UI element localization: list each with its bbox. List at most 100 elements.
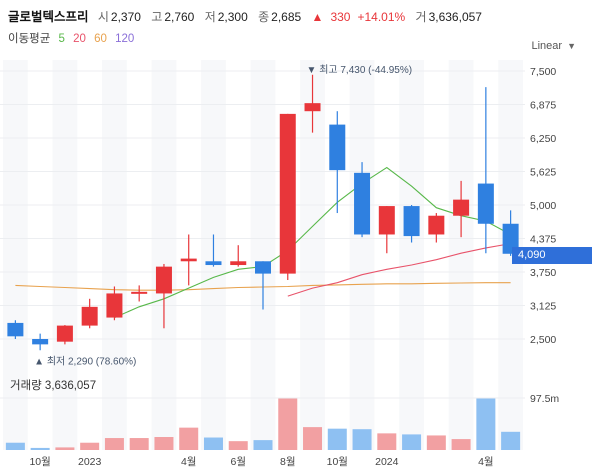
low-value: 2,300 bbox=[217, 10, 248, 24]
annotation-high: ▼ 최고 7,430 (-44.95%) bbox=[307, 64, 413, 76]
candle-body bbox=[354, 172, 371, 235]
close-value: 2,685 bbox=[271, 10, 302, 24]
chevron-down-icon: ▼ bbox=[567, 41, 576, 51]
scale-label: Linear bbox=[531, 40, 563, 52]
month-band bbox=[399, 60, 424, 450]
time-tick-label: 4월 bbox=[478, 456, 494, 468]
volume-bar bbox=[203, 437, 223, 450]
time-tick-label: 10월 bbox=[29, 456, 50, 468]
candle-body bbox=[131, 291, 148, 294]
month-band bbox=[349, 60, 375, 450]
ma5-label[interactable]: 5 bbox=[58, 33, 65, 45]
volume-bar bbox=[476, 398, 496, 450]
ma20-label[interactable]: 20 bbox=[73, 33, 86, 45]
candle-body bbox=[378, 206, 395, 235]
candle-body bbox=[32, 339, 49, 345]
time-tick-label: 6월 bbox=[230, 456, 246, 468]
candle-body bbox=[304, 103, 321, 112]
candle-body bbox=[230, 261, 247, 266]
volume-bar bbox=[352, 429, 372, 450]
month-band bbox=[102, 60, 127, 450]
open-label: 시 bbox=[97, 10, 109, 24]
volume-label: 거 bbox=[415, 10, 427, 24]
volume-bar bbox=[327, 428, 347, 450]
price-tick-label: 2,500 bbox=[530, 334, 556, 346]
volume-bars bbox=[0, 397, 525, 450]
candle-body bbox=[180, 258, 197, 262]
price-header: 글로벌텍스프리 시 2,370 고 2,760 저 2,300 종 2,685 ▲ 330… bbox=[8, 6, 489, 25]
change-up-icon: ▲ bbox=[311, 10, 324, 24]
annotation-low: ▲ 최저 2,290 (78.60%) bbox=[34, 355, 136, 367]
candle-body bbox=[255, 261, 271, 274]
ma5-line bbox=[114, 166, 511, 319]
price-axis: 7,500 6,875 6,250 5,625 5,000 4,375 3,750 3,125… bbox=[530, 66, 556, 346]
candle-body bbox=[56, 325, 73, 342]
price-tick-label: 4,375 bbox=[530, 234, 556, 246]
candles bbox=[7, 74, 519, 351]
open-value: 2,370 bbox=[110, 10, 141, 24]
volume-bar bbox=[228, 441, 248, 450]
price-tick-label: 6,875 bbox=[530, 100, 556, 112]
volume-value: 3,636,057 bbox=[428, 10, 482, 24]
time-tick-label: 2024 bbox=[375, 456, 399, 468]
time-axis: 10월 2023 4월 6월 8월 10월 2024 4월 bbox=[29, 456, 493, 468]
current-price-tag: 4,090 bbox=[512, 247, 592, 264]
high-label: 고 bbox=[151, 10, 163, 24]
volume-bar bbox=[80, 442, 100, 450]
candle-body bbox=[502, 223, 519, 254]
candle-body bbox=[7, 322, 24, 337]
close-label: 종 bbox=[258, 10, 270, 24]
month-band bbox=[3, 60, 28, 450]
price-tick-label: 5,000 bbox=[530, 200, 556, 212]
ma-label: 이동평균 bbox=[8, 33, 51, 45]
volume-bar bbox=[402, 434, 422, 450]
month-band bbox=[250, 60, 276, 450]
price-tick-label: 5,625 bbox=[530, 167, 556, 179]
ma60-label[interactable]: 60 bbox=[94, 33, 107, 45]
time-tick-label: 4월 bbox=[181, 456, 197, 468]
volume-bar bbox=[30, 447, 50, 450]
month-band bbox=[52, 60, 78, 450]
volume-bar bbox=[303, 427, 323, 450]
candle-body bbox=[106, 293, 123, 318]
volume-bar bbox=[5, 442, 25, 450]
price-tick-label: 3,125 bbox=[530, 301, 556, 313]
volume-bar bbox=[104, 438, 124, 450]
ma120-label[interactable]: 120 bbox=[115, 33, 135, 45]
volume-axis-label: 97.5m bbox=[530, 393, 559, 405]
candle-body bbox=[279, 113, 296, 274]
volume-bar bbox=[154, 437, 174, 450]
volume-bar bbox=[377, 433, 397, 450]
candle-body bbox=[205, 261, 222, 266]
volume-bar bbox=[426, 435, 446, 450]
ma20-line bbox=[287, 243, 511, 297]
volume-panel-label: 거래량 3,636,057 bbox=[10, 380, 97, 392]
candle-body bbox=[81, 306, 98, 326]
candle-body bbox=[477, 183, 494, 224]
month-band bbox=[151, 60, 177, 450]
volume-bar bbox=[278, 398, 298, 450]
volume-bar bbox=[501, 431, 521, 450]
scale-selector[interactable]: Linear ▼ bbox=[532, 40, 577, 52]
volume-bar bbox=[179, 427, 199, 450]
volume-bar bbox=[451, 439, 471, 450]
price-tick-label: 3,750 bbox=[530, 267, 556, 279]
price-tick-label: 6,250 bbox=[530, 133, 556, 145]
candle-body bbox=[155, 266, 172, 294]
high-value: 2,760 bbox=[164, 10, 195, 24]
moving-average-legend[interactable]: 이동평균 5 20 60 120 bbox=[8, 30, 139, 46]
candle-body bbox=[329, 124, 346, 171]
price-tick-label: 7,500 bbox=[530, 66, 556, 78]
candle-body bbox=[403, 206, 420, 237]
stock-name: 글로벌텍스프리 bbox=[8, 10, 89, 24]
volume-bar bbox=[55, 447, 75, 450]
time-tick-label: 8월 bbox=[280, 456, 296, 468]
candle-body bbox=[453, 199, 470, 216]
volume-bar bbox=[253, 440, 273, 450]
change-percent: +14.01% bbox=[357, 10, 406, 24]
time-tick-label: 10월 bbox=[327, 456, 348, 468]
low-label: 저 bbox=[204, 10, 216, 24]
time-tick-label: 2023 bbox=[78, 456, 102, 468]
volume-bar bbox=[129, 438, 149, 450]
